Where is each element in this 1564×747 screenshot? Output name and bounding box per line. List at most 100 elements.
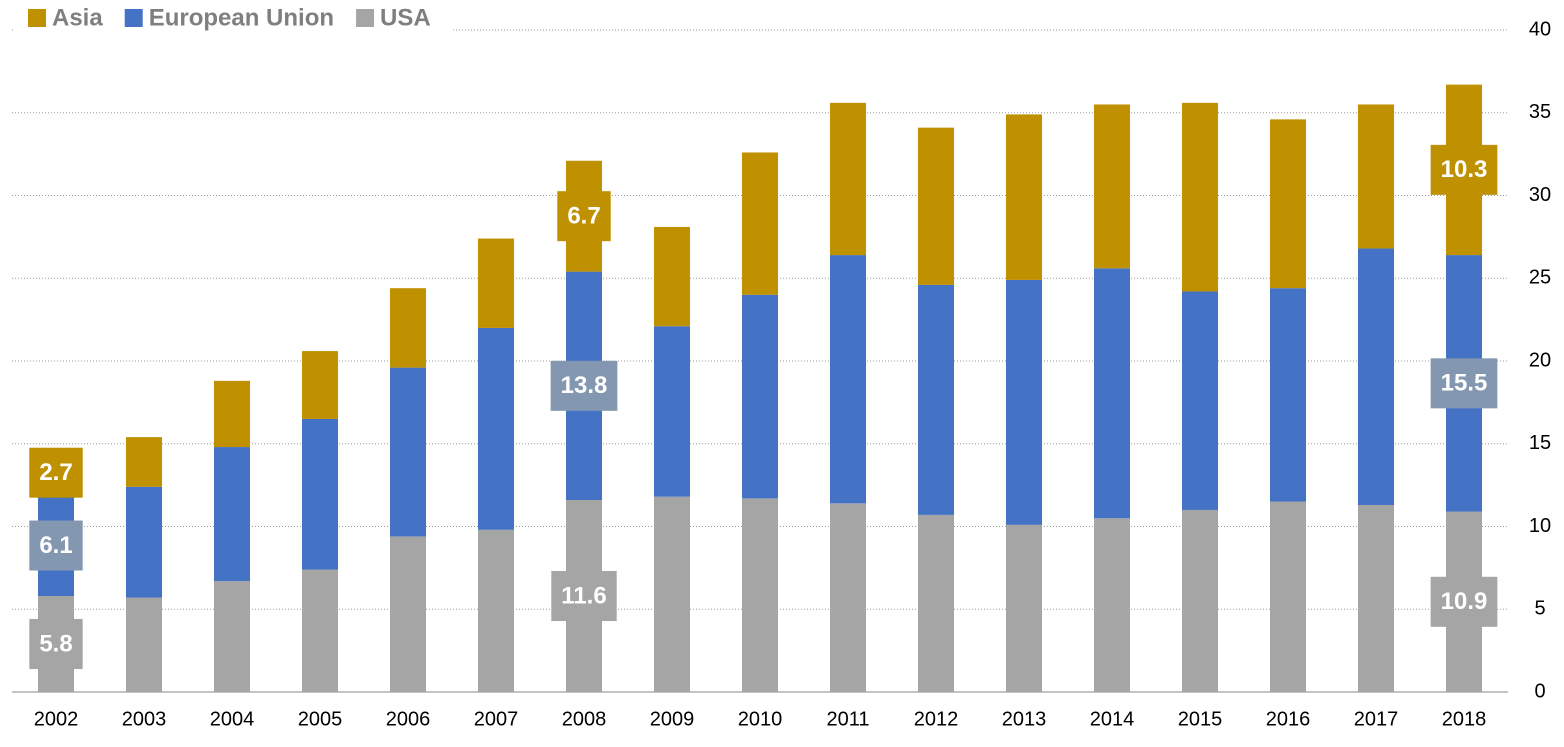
x-tick-label: 2011 — [826, 708, 869, 730]
y-tick-label: 5 — [1534, 598, 1545, 620]
y-tick-label: 40 — [1529, 18, 1551, 40]
data-label-box — [29, 447, 83, 498]
data-label: 6.1 — [29, 520, 83, 571]
bar-segment — [302, 569, 338, 692]
bar-segment — [214, 380, 250, 448]
bar-segment — [1270, 119, 1306, 289]
bar-segment — [214, 447, 250, 582]
legend-label: Asia — [52, 4, 103, 31]
legend-label: USA — [380, 4, 431, 31]
x-tick-label: 2013 — [1002, 708, 1047, 730]
data-label-box — [1430, 144, 1498, 195]
bar-segment — [830, 102, 866, 256]
data-label-box — [557, 191, 611, 242]
data-label-box — [29, 520, 83, 571]
x-tick-label: 2010 — [738, 708, 783, 730]
bar-segment — [1358, 104, 1394, 249]
bar-segment — [742, 152, 778, 295]
y-tick-label: 30 — [1529, 184, 1551, 206]
bar-segment — [830, 503, 866, 692]
bar-segment — [654, 226, 690, 327]
bar-segment — [742, 498, 778, 692]
data-label-box — [1430, 358, 1498, 409]
x-tick-label: 2015 — [1178, 708, 1223, 730]
bar-segment — [1358, 248, 1394, 505]
x-tick-label: 2008 — [562, 708, 607, 730]
data-label-text: 11.6 — [561, 582, 606, 609]
x-tick-label: 2012 — [914, 708, 959, 730]
data-label-text: 6.7 — [567, 203, 600, 230]
bar-segment — [390, 288, 426, 368]
bar-segment — [1094, 104, 1130, 269]
data-label-text: 6.1 — [39, 532, 72, 559]
bar-segment — [302, 351, 338, 419]
bar-segment — [1270, 288, 1306, 502]
bar-segment — [302, 418, 338, 570]
data-label: 10.3 — [1430, 144, 1498, 195]
bar-segment — [214, 581, 250, 692]
bar-segment — [390, 367, 426, 537]
legend-swatch — [124, 9, 143, 27]
data-label-text: 13.8 — [561, 372, 608, 399]
data-label-box — [1430, 576, 1498, 627]
x-tick-label: 2002 — [34, 708, 79, 730]
bar-segment — [1006, 524, 1042, 692]
data-label: 13.8 — [550, 360, 618, 411]
bar-segment — [1182, 509, 1218, 692]
legend-bg — [14, 0, 453, 38]
bar-segment — [918, 514, 954, 692]
data-label-text: 2.7 — [39, 459, 72, 486]
bar-segment — [742, 294, 778, 499]
y-tick-label: 25 — [1529, 267, 1551, 289]
x-tick-label: 2007 — [474, 708, 519, 730]
x-tick-label: 2016 — [1266, 708, 1311, 730]
bar-segment — [1182, 291, 1218, 510]
bar-segment — [126, 486, 162, 598]
x-tick-label: 2014 — [1090, 708, 1135, 730]
data-label: 6.7 — [557, 191, 611, 242]
legend-swatch — [356, 9, 375, 27]
bar-segment — [478, 238, 514, 328]
x-tick-label: 2003 — [122, 708, 167, 730]
data-label: 11.6 — [551, 571, 617, 622]
bar-segment — [390, 536, 426, 692]
data-label: 5.8 — [29, 619, 83, 670]
x-tick-label: 2018 — [1442, 708, 1487, 730]
x-tick-label: 2005 — [298, 708, 343, 730]
x-tick-label: 2004 — [210, 708, 255, 730]
data-label: 2.7 — [29, 447, 83, 498]
bar-segment — [1006, 114, 1042, 280]
y-tick-label: 35 — [1529, 101, 1551, 123]
bar-segment — [918, 127, 954, 285]
data-label-text: 5.8 — [39, 630, 72, 657]
bar-segment — [1006, 279, 1042, 525]
y-tick-label: 15 — [1529, 432, 1551, 454]
data-label-box — [550, 360, 618, 411]
bar-segment — [126, 597, 162, 692]
legend-label: European Union — [149, 4, 334, 31]
bar-segment — [1358, 504, 1394, 692]
bar-segment — [1094, 268, 1130, 519]
bar-segment — [478, 327, 514, 530]
y-tick-label: 10 — [1529, 515, 1551, 537]
data-label-text: 10.3 — [1441, 156, 1488, 183]
data-label-text: 10.9 — [1441, 588, 1488, 615]
legend-swatch — [28, 9, 46, 27]
y-tick-label: 0 — [1534, 680, 1545, 702]
bar-segment — [126, 437, 162, 487]
x-tick-label: 2017 — [1354, 708, 1399, 730]
y-tick-label: 20 — [1529, 349, 1551, 371]
x-tick-label: 2006 — [386, 708, 431, 730]
bar-segment — [830, 255, 866, 504]
data-label: 15.5 — [1430, 358, 1498, 409]
bar-segment — [1094, 518, 1130, 692]
data-label-text: 15.5 — [1441, 370, 1488, 397]
data-label: 10.9 — [1430, 576, 1498, 627]
bar-segment — [918, 284, 954, 515]
bar-segment — [654, 326, 690, 497]
bar-segment — [1182, 102, 1218, 292]
x-tick-label: 2009 — [650, 708, 695, 730]
data-label-box — [551, 571, 617, 622]
bar-segment — [654, 496, 690, 692]
